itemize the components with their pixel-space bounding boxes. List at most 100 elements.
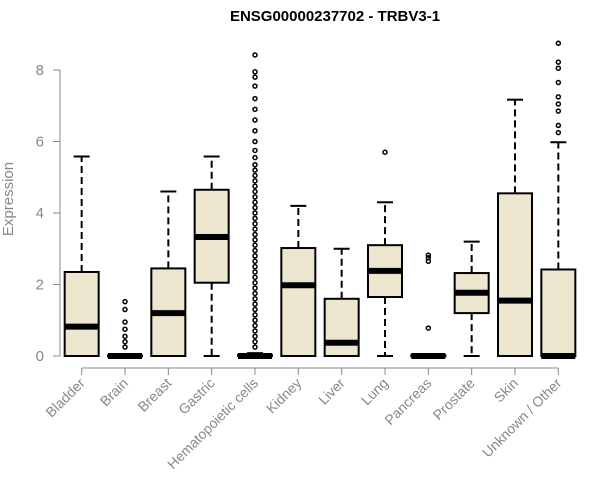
outlier-point: [555, 101, 562, 107]
chart-title: ENSG00000237702 - TRBV3-1: [230, 8, 440, 25]
x-tick-label: Breast: [135, 375, 175, 415]
outlier-point: [555, 79, 562, 86]
box-iqr: [63, 270, 100, 357]
y-axis: 0 2 4 6 8: [36, 62, 61, 365]
y-axis-label: Expression: [0, 162, 17, 236]
y-tick-label: 4: [36, 205, 44, 222]
outlier-point: [122, 333, 128, 340]
boxes-group: [63, 40, 577, 359]
outlier-point: [252, 344, 258, 350]
outlier-point: [252, 204, 258, 211]
outlier-point: [252, 301, 258, 307]
outlier-point: [252, 338, 258, 345]
outlier-point: [252, 95, 258, 102]
outlier-point: [252, 106, 258, 113]
outlier-point: [252, 317, 258, 323]
outlier-point: [252, 279, 258, 286]
outlier-point: [425, 325, 432, 331]
x-tick-label: Bladder: [42, 375, 88, 421]
outlier-point: [252, 69, 258, 75]
box-unknown-other: [540, 40, 577, 359]
box-liver: [323, 247, 360, 357]
outlier-point: [252, 285, 258, 291]
x-tick-label: Skin: [491, 375, 522, 406]
outlier-point: [252, 269, 258, 275]
x-tick-label: Pancreas: [381, 375, 434, 428]
outlier-point: [555, 65, 562, 71]
outlier-point: [252, 242, 258, 248]
x-tick-label: Liver: [315, 375, 348, 408]
outlier-point: [252, 178, 258, 184]
box-pancreas: [410, 252, 447, 359]
outlier-point: [252, 183, 258, 189]
outlier-point: [252, 74, 258, 80]
outlier-point: [425, 254, 432, 261]
outlier-point: [252, 322, 258, 329]
x-tick-label: Unknown / Other: [479, 375, 565, 461]
outlier-point: [252, 226, 258, 232]
x-tick-label: Gastric: [175, 375, 218, 418]
outlier-point: [122, 319, 128, 325]
outlier-point: [252, 333, 258, 340]
outlier-point: [252, 253, 258, 259]
outlier-point: [122, 326, 128, 332]
outlier-point: [252, 188, 258, 195]
outlier-point: [252, 128, 258, 134]
outlier-point: [555, 108, 562, 114]
outlier-point: [555, 59, 562, 65]
outlier-point: [252, 274, 258, 281]
x-tick-label: Prostate: [430, 375, 478, 423]
outlier-point: [252, 306, 258, 313]
outlier-point: [382, 149, 388, 155]
box-prostate: [453, 240, 490, 357]
outlier-point: [252, 237, 258, 243]
outlier-point: [252, 263, 258, 270]
outlier-point: [252, 52, 258, 58]
box-lung: [367, 149, 403, 357]
outlier-point: [252, 147, 258, 154]
outlier-point: [252, 210, 258, 216]
box-bladder: [63, 155, 100, 357]
outlier-point: [122, 338, 128, 345]
y-tick-label: 6: [36, 134, 44, 151]
outlier-point: [252, 172, 258, 179]
outlier-point: [122, 298, 128, 305]
outlier-point: [252, 167, 258, 173]
box-iqr: [497, 192, 533, 357]
outlier-point: [252, 312, 258, 318]
outlier-point: [252, 247, 258, 254]
box-brain: [107, 298, 143, 359]
box-hematopoietic-cells: [237, 52, 273, 359]
box-skin: [497, 98, 533, 357]
outlier-point: [252, 258, 258, 265]
outlier-point: [122, 306, 128, 313]
outlier-point: [555, 40, 562, 46]
outlier-point: [252, 117, 258, 123]
outlier-point: [252, 215, 258, 222]
outlier-point: [425, 252, 432, 258]
outlier-point: [555, 129, 562, 136]
x-tick-label: Lung: [358, 375, 391, 408]
box-gastric: [193, 155, 230, 357]
x-tick-label: Kidney: [263, 375, 305, 417]
x-tick-label: Brain: [97, 375, 131, 409]
outlier-point: [252, 194, 258, 200]
outlier-point: [252, 296, 258, 302]
outlier-point: [252, 154, 258, 161]
box-kidney: [280, 204, 317, 357]
y-tick-label: 2: [36, 277, 44, 294]
outlier-point: [555, 94, 562, 100]
box-iqr: [280, 247, 317, 357]
box-iqr: [540, 268, 577, 357]
outlier-point: [252, 199, 258, 206]
outlier-point: [252, 220, 258, 227]
box-iqr: [323, 297, 360, 357]
y-tick-label: 8: [36, 62, 44, 79]
outlier-point: [252, 290, 258, 297]
outlier-point: [252, 161, 258, 168]
outlier-point: [252, 328, 258, 334]
outlier-point: [555, 122, 562, 129]
box-breast: [150, 190, 187, 358]
